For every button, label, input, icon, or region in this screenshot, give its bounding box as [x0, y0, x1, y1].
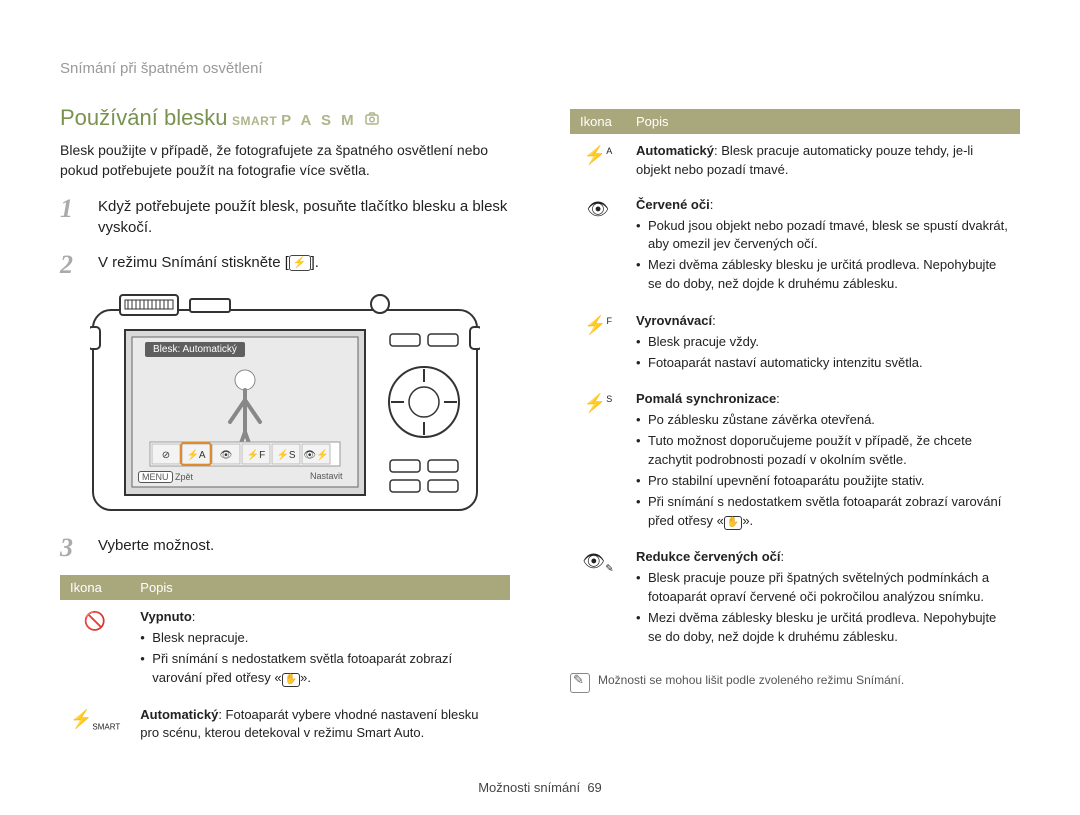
- flash-off-icon: 🚫: [84, 611, 106, 631]
- camera-set-label: Nastavit: [310, 471, 343, 481]
- footer-label: Možnosti snímání: [478, 780, 580, 795]
- footer-page: 69: [587, 780, 601, 795]
- flash-smart-icon: ⚡SMART: [70, 709, 120, 729]
- left-column: Používání blesku SMART P A S M Blesk použ…: [60, 105, 510, 751]
- menu-key: MENU: [138, 471, 173, 483]
- opt-off-b1: Blesk nepracuje.: [140, 629, 500, 648]
- mode-scene-icon: [364, 112, 380, 126]
- red-eye-fix-icon: 👁✎: [582, 551, 613, 571]
- svg-text:⚡F: ⚡F: [247, 448, 266, 461]
- right-column: Ikona Popis ⚡A Automatický: Blesk pracuj…: [570, 105, 1020, 751]
- table-row: ⚡F Vyrovnávací: Blesk pracuje vždy. Foto…: [570, 304, 1020, 383]
- step-2-number: 2: [60, 252, 84, 278]
- r4-b4: Při snímání s nedostatkem světla fotoapa…: [636, 493, 1010, 531]
- opt-off-b2: Při snímání s nedostatkem světla fotoapa…: [140, 650, 500, 688]
- r4-b2: Tuto možnost doporučujeme použít v přípa…: [636, 432, 1010, 470]
- r5-b1: Blesk pracuje pouze při špatných světeln…: [636, 569, 1010, 607]
- r4-b1: Po záblesku zůstane závěrka otevřená.: [636, 411, 1010, 430]
- table-row: 👁✎ Redukce červených očí: Blesk pracuje …: [570, 540, 1020, 656]
- svg-text:👁⚡: 👁⚡: [303, 448, 328, 461]
- opt-off-b2-post: ».: [300, 670, 311, 685]
- mode-badges: SMART P A S M: [232, 112, 380, 129]
- mode-smart: SMART: [232, 114, 277, 128]
- flash-key-icon: ⚡: [289, 255, 311, 271]
- r3-title: Vyrovnávací: [636, 313, 712, 328]
- step-2-pre: V režimu Snímání stiskněte [: [98, 254, 289, 271]
- r3-b1: Blesk pracuje vždy.: [636, 333, 1010, 352]
- step-3-number: 3: [60, 535, 84, 561]
- th-icon-r: Ikona: [570, 109, 626, 134]
- svg-text:👁: 👁: [220, 450, 233, 461]
- r4-title: Pomalá synchronizace: [636, 391, 776, 406]
- svg-text:⚡A: ⚡A: [186, 448, 205, 461]
- r2-b2: Mezi dvěma záblesky blesku je určitá pro…: [636, 256, 1010, 294]
- section-intro: Blesk použijte v případě, že fotografuje…: [60, 141, 510, 180]
- red-eye-icon: 👁: [587, 199, 610, 219]
- r1-title: Automatický: [636, 143, 714, 158]
- flash-auto-icon: ⚡A: [584, 145, 612, 165]
- breadcrumb: Snímání při špatném osvětlení: [60, 60, 1020, 77]
- th-desc: Popis: [130, 575, 510, 600]
- step-3-text: Vyberte možnost.: [98, 535, 214, 556]
- svg-text:⊘: ⊘: [162, 450, 170, 461]
- r4-b4-pre: Při snímání s nedostatkem světla fotoapa…: [648, 494, 1001, 528]
- r2-b1: Pokud jsou objekt nebo pozadí tmavé, ble…: [636, 217, 1010, 255]
- step-2-text: V režimu Snímání stiskněte [⚡].: [98, 252, 319, 273]
- opt-auto-title: Automatický: [140, 707, 218, 722]
- section-title: Používání blesku: [60, 105, 228, 130]
- camera-screen-label: Blesk: Automatický: [145, 342, 245, 357]
- r5-b2: Mezi dvěma záblesky blesku je určitá pro…: [636, 609, 1010, 647]
- camera-back-label: Zpět: [175, 472, 193, 482]
- table-row: 👁 Červené oči: Pokud jsou objekt nebo po…: [570, 188, 1020, 304]
- svg-text:⚡S: ⚡S: [276, 448, 295, 461]
- flash-fill-icon: ⚡F: [584, 315, 612, 335]
- r4-b4-post: ».: [742, 513, 753, 528]
- step-1-number: 1: [60, 196, 84, 222]
- table-row: 🚫 Vypnuto: Blesk nepracuje. Při snímání …: [60, 600, 510, 697]
- table-row: ⚡SMART Automatický: Fotoaparát vybere vh…: [60, 698, 510, 752]
- left-options-table: Ikona Popis 🚫 Vypnuto: Blesk nepracuje. …: [60, 575, 510, 751]
- r2-title: Červené oči: [636, 197, 710, 212]
- th-icon: Ikona: [60, 575, 130, 600]
- r3-b2: Fotoaparát nastaví automaticky intenzitu…: [636, 354, 1010, 373]
- r5-title: Redukce červených očí: [636, 549, 781, 564]
- page-footer: Možnosti snímání 69: [0, 780, 1080, 795]
- th-desc-r: Popis: [626, 109, 1020, 134]
- camera-svg: ⊘ ⚡A 👁 ⚡F ⚡S 👁⚡: [90, 292, 480, 517]
- camera-illustration: ⊘ ⚡A 👁 ⚡F ⚡S 👁⚡: [90, 292, 480, 517]
- table-row: ⚡A Automatický: Blesk pracuje automatick…: [570, 134, 1020, 188]
- opt-off-title: Vypnuto: [140, 609, 192, 624]
- flash-slow-icon: ⚡S: [584, 393, 612, 413]
- footnote: Možnosti se mohou lišit podle zvoleného …: [570, 673, 1020, 687]
- right-options-table: Ikona Popis ⚡A Automatický: Blesk pracuj…: [570, 109, 1020, 657]
- mode-letters: P A S M: [281, 112, 356, 129]
- r4-b3: Pro stabilní upevnění fotoaparátu použij…: [636, 472, 1010, 491]
- shake-icon: ✋: [724, 516, 742, 530]
- table-row: ⚡S Pomalá synchronizace: Po záblesku zůs…: [570, 382, 1020, 540]
- step-1-text: Když potřebujete použít blesk, posuňte t…: [98, 196, 510, 238]
- shake-icon: ✋: [282, 673, 300, 687]
- section-heading: Používání blesku SMART P A S M: [60, 105, 510, 131]
- step-2-post: ].: [311, 254, 319, 271]
